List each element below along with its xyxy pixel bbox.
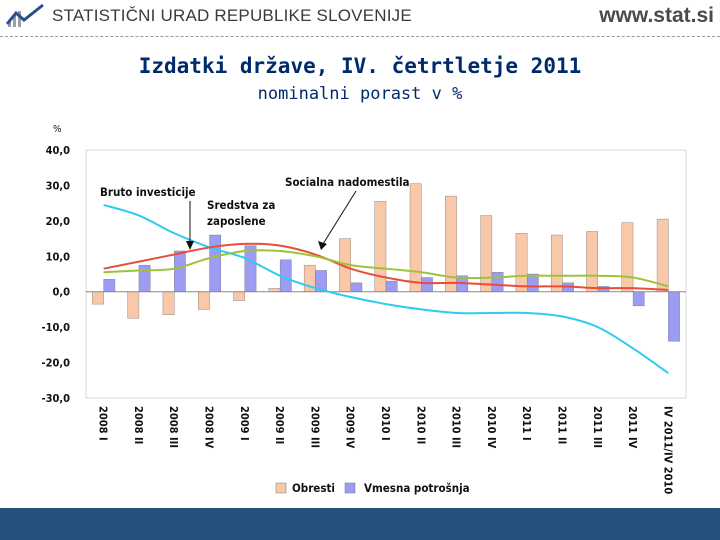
annotation-line: Sredstva za [207,198,275,212]
line-bruto-investicije [103,203,669,375]
slide-title: Izdatki države, IV. četrtletje 2011 [138,54,582,78]
bar-vmesna-potrosnja [632,291,645,307]
annotation-arrow [322,190,357,245]
bar-vmesna-potrosnja [668,291,680,342]
y-tick-label: 40,0 [46,144,71,157]
annotation-sredstva-za-zaposlene: Sredstva za zaposlene [207,198,275,228]
legend-label-vmesna-potrosnja: Vmesna potrošnja [364,481,470,495]
x-tick-label: 2011 IV [626,406,639,449]
header-divider [0,36,720,37]
x-tick-label: 2008 I [97,406,110,441]
x-tick-label: 2008 III [167,406,180,448]
x-tick-label: 2010 II [414,406,427,444]
annotation-arrowhead [318,241,327,250]
x-tick-label: 2009 IV [344,406,357,449]
line-sredstva-za-zaposlene [103,242,669,291]
bar-obresti [656,218,669,292]
x-tick-label: 2010 I [379,406,392,441]
annotation-socialna-nadomestila: Socialna nadomestila [285,175,410,189]
logo-bars [8,11,21,27]
bar-vmesna-potrosnja [174,250,186,292]
bar-obresti [550,234,563,292]
legend-label-obresti: Obresti [292,481,335,495]
footer-bar [0,508,720,540]
annotation-arrowhead [186,241,194,250]
bar-vmesna-potrosnja [491,272,504,292]
bar-obresti [233,291,246,301]
line-socialna-nadomestila [103,249,669,288]
y-tick-label: -10,0 [41,321,70,334]
bar-obresti [162,291,175,315]
y-tick-label: -20,0 [41,357,70,370]
y-axis-unit: % [53,124,62,135]
bar-vmesna-potrosnja [138,264,151,292]
x-tick-label: 2010 III [450,406,463,448]
bar-obresti [409,183,422,292]
x-tick-label: 2011 I [520,406,533,441]
bar-obresti [127,291,140,319]
y-tick-label: 0,0 [52,286,70,299]
x-tick-label: 2011 II [555,406,568,444]
bar-vmesna-potrosnja [385,280,398,292]
y-tick-label: 10,0 [46,250,71,263]
expenditure-chart: 40,0 30,0 20,0 10,0 0,0 -10,0 -20,0 -30,0% 2008 … [41,124,687,495]
organization-name: STATISTIČNI URAD REPUBLIKE SLOVENIJE [52,6,412,25]
legend-swatch-obresti [275,482,287,494]
y-tick-label: 30,0 [46,179,71,192]
bar-vmesna-potrosnja [209,234,222,292]
x-tick-label: 2008 IV [203,406,216,449]
header-bar: STATISTIČNI URAD REPUBLIKE SLOVENIJE www… [0,0,720,34]
y-tick-label: 20,0 [46,215,71,228]
website-link[interactable]: www.stat.si [599,4,714,27]
x-tick-label: 2009 II [273,406,286,444]
bar-vmesna-potrosnja [244,245,257,292]
bar-obresti [198,291,210,310]
bar-obresti [268,287,281,292]
bar-vmesna-potrosnja [421,277,433,292]
surs-logo-icon [6,3,44,27]
annotation-line: zaposlene [207,214,266,228]
bar-obresti [586,231,598,292]
bar-obresti [515,233,528,292]
x-tick-label: 2009 I [238,406,251,441]
x-tick-label: 2011 III [591,406,604,448]
x-tick-label: IV 2011/IV 2010 [661,406,674,494]
bar-vmesna-potrosnja [350,282,363,292]
x-tick-label: 2008 II [132,406,145,444]
bar-obresti [621,222,634,292]
x-tick-label: 2009 III [308,406,321,448]
slide-subtitle: nominalni porast v % [257,84,463,104]
annotation-bruto-investicije: Bruto investicije [100,185,196,199]
x-tick-label: 2010 IV [485,406,498,449]
bar-obresti [92,291,104,305]
bar-vmesna-potrosnja [103,279,116,292]
legend-swatch-vmesna-potrosnja [344,482,356,494]
bar-obresti [480,215,493,292]
y-tick-label: -30,0 [41,392,70,405]
